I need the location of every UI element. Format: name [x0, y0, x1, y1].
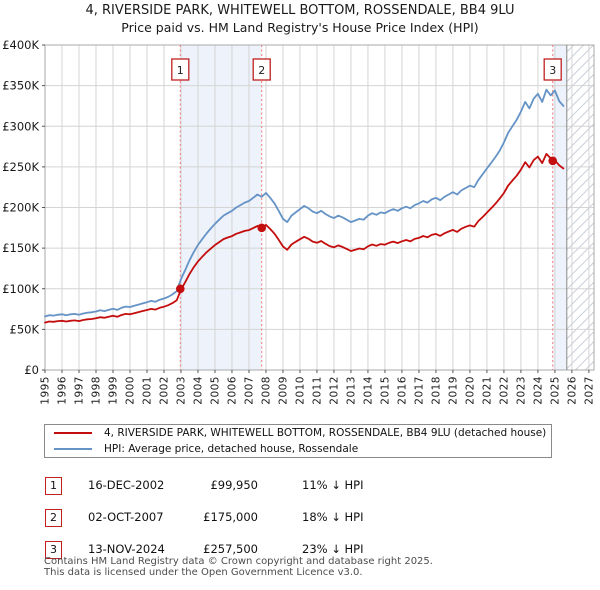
sale-3-date: 13-NOV-2024 [88, 542, 165, 556]
svg-text:2021: 2021 [481, 376, 493, 405]
svg-text:£400K: £400K [2, 38, 39, 52]
svg-text:2012: 2012 [328, 376, 340, 405]
grid-lines [44, 44, 594, 371]
hpi-line [44, 88, 565, 318]
svg-text:2020: 2020 [464, 376, 476, 405]
legend-item-hpi: HPI: Average price, detached house, Ross… [54, 443, 551, 455]
svg-text:1996: 1996 [56, 376, 68, 405]
sale-2-marker-number: 2 [45, 509, 62, 527]
svg-text:2022: 2022 [498, 376, 510, 405]
sale-3-price: £257,500 [203, 542, 258, 556]
svg-text:2001: 2001 [141, 376, 153, 405]
chart-subtitle: Price paid vs. HM Land Registry's House … [121, 20, 479, 35]
sale-point-markers [175, 156, 557, 294]
sale-row-3: 3 13-NOV-2024 £257,500 23% ↓ HPI [45, 541, 565, 559]
svg-text:2023: 2023 [515, 376, 527, 405]
svg-text:2019: 2019 [447, 376, 459, 405]
y-axis-labels: £0 £50K £100K £150K £200K £250K £300K £350K £400… [2, 38, 45, 377]
svg-text:2000: 2000 [124, 376, 136, 405]
legend-label-property: 4, RIVERSIDE PARK, WHITEWELL BOTTOM, ROS… [104, 427, 547, 439]
svg-text:£200K: £200K [2, 201, 39, 215]
svg-text:2016: 2016 [396, 376, 408, 405]
svg-text:2004: 2004 [192, 376, 204, 405]
price-history-line-chart: 1 2 3 1995 1996 1997 1998 1999 2000 2001 2002 2003 2… [2, 38, 595, 405]
svg-text:£0: £0 [24, 363, 39, 377]
svg-text:1995: 1995 [40, 376, 52, 405]
svg-text:2017: 2017 [413, 376, 425, 405]
svg-text:2018: 2018 [430, 376, 442, 405]
sale-3-vs-hpi: 23% ↓ HPI [302, 542, 364, 556]
x-axis-labels: 1995 1996 1997 1998 1999 2000 2001 2002 2003 2004… [40, 370, 595, 405]
svg-text:1998: 1998 [90, 376, 102, 405]
sale-1-marker-number: 1 [45, 477, 62, 495]
chart-legend: 4, RIVERSIDE PARK, WHITEWELL BOTTOM, ROS… [44, 424, 552, 458]
svg-text:2: 2 [258, 64, 265, 77]
svg-text:2013: 2013 [345, 376, 357, 405]
svg-text:£250K: £250K [2, 160, 39, 174]
svg-text:£300K: £300K [2, 119, 39, 133]
property-price-line [44, 152, 565, 324]
sale-1-price: £99,950 [210, 478, 258, 492]
sale-2-date: 02-OCT-2007 [88, 510, 164, 524]
legend-label-hpi: HPI: Average price, detached house, Ross… [104, 443, 359, 455]
svg-text:1: 1 [177, 64, 184, 77]
svg-text:2008: 2008 [260, 376, 272, 405]
svg-text:2027: 2027 [583, 376, 595, 405]
footer-copyright: Contains HM Land Registry data © Crown c… [44, 556, 433, 567]
svg-text:1999: 1999 [107, 376, 119, 405]
sale-3-marker-number: 3 [45, 541, 62, 559]
svg-text:£100K: £100K [2, 282, 39, 296]
property-line-swatch [54, 432, 92, 434]
sale-date-lines [179, 45, 554, 370]
svg-text:£150K: £150K [2, 241, 39, 255]
chart-title: 4, RIVERSIDE PARK, WHITEWELL BOTTOM, ROS… [85, 3, 515, 18]
sale-1-vs-hpi: 11% ↓ HPI [302, 478, 364, 492]
svg-text:2015: 2015 [379, 376, 391, 405]
svg-text:3: 3 [549, 64, 556, 77]
svg-text:2025: 2025 [549, 376, 561, 405]
svg-text:2007: 2007 [243, 376, 255, 405]
legend-item-property: 4, RIVERSIDE PARK, WHITEWELL BOTTOM, ROS… [54, 427, 551, 439]
svg-text:2026: 2026 [566, 376, 578, 405]
footer-licence: This data is licensed under the Open Gov… [44, 567, 363, 578]
svg-text:2009: 2009 [277, 376, 289, 405]
svg-text:2002: 2002 [158, 376, 170, 405]
svg-text:2024: 2024 [532, 376, 544, 405]
sale-annotation-boxes: 1 2 3 [171, 58, 562, 81]
svg-text:£350K: £350K [2, 79, 39, 93]
sale-row-2: 2 02-OCT-2007 £175,000 18% ↓ HPI [45, 509, 565, 527]
svg-text:1997: 1997 [73, 376, 85, 405]
sale-2-price: £175,000 [203, 510, 258, 524]
svg-text:2005: 2005 [209, 376, 221, 405]
sale-2-vs-hpi: 18% ↓ HPI [302, 510, 364, 524]
svg-text:2003: 2003 [175, 376, 187, 405]
svg-text:2010: 2010 [294, 376, 306, 405]
svg-text:2014: 2014 [362, 376, 374, 405]
sale-row-1: 1 16-DEC-2002 £99,950 11% ↓ HPI [45, 477, 565, 495]
svg-text:£50K: £50K [10, 322, 40, 336]
sale-1-date: 16-DEC-2002 [88, 478, 165, 492]
svg-text:2011: 2011 [311, 376, 323, 405]
hpi-line-swatch [54, 448, 92, 450]
svg-text:2006: 2006 [226, 376, 238, 405]
